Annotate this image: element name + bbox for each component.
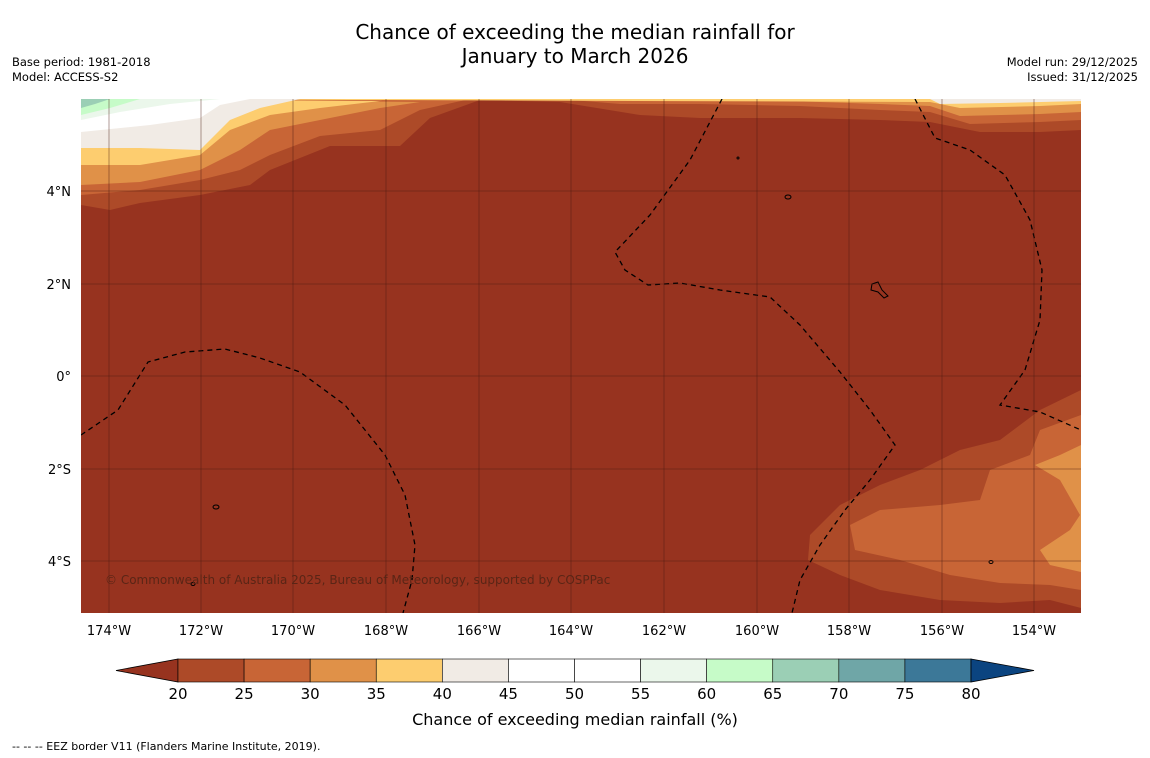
colorbar-swatch: [574, 658, 641, 683]
colorbar-tick-label: 45: [499, 685, 518, 700]
model-run: Model run: 29/12/2025: [1006, 55, 1138, 69]
model-info: Base period: 1981-2018 Model: ACCESS-S2: [12, 55, 151, 85]
lat-label: 4°N: [47, 185, 72, 200]
lat-label: 0°: [56, 370, 71, 385]
lon-label: 174°W: [87, 624, 131, 639]
lon-label: 172°W: [179, 624, 223, 639]
colorbar-tick-label: 70: [829, 685, 848, 700]
colorbar-swatch: [243, 658, 311, 683]
lat-axis: 4°N 2°N 0° 2°S 4°S: [47, 185, 72, 570]
colorbar-ticks: 20 25 30 35 40 45 50 55 60 65 70 75 80: [168, 685, 980, 700]
band-70-north: [81, 99, 110, 108]
colorbar-tick-label: 60: [697, 685, 716, 700]
colorbar-swatch: [177, 658, 245, 683]
colorbar-extend-low: [115, 658, 179, 683]
lon-label: 170°W: [271, 624, 315, 639]
map-fill: © Commonwealth of Australia 2025, Bureau…: [81, 99, 1081, 613]
lon-label: 154°W: [1012, 624, 1056, 639]
lon-label: 156°W: [920, 624, 964, 639]
colorbar-tick-label: 35: [367, 685, 386, 700]
colorbar-tick-label: 25: [235, 685, 254, 700]
colorbar-swatch: [375, 658, 443, 683]
colorbar-swatch: [838, 658, 906, 683]
lon-axis: 174°W 172°W 170°W 168°W 166°W 164°W 162°…: [87, 624, 1056, 639]
eez-borders: [81, 99, 1081, 613]
lon-label: 168°W: [364, 624, 408, 639]
base-period: Base period: 1981-2018: [12, 55, 151, 69]
colorbar-swatch: [309, 658, 377, 683]
colorbar-tick-label: 65: [763, 685, 782, 700]
colorbar-swatch: [904, 658, 972, 683]
lat-label: 4°S: [48, 555, 71, 570]
lon-label: 166°W: [457, 624, 501, 639]
eez-legend-note: -- -- -- EEZ border V11 (Flanders Marine…: [12, 740, 321, 753]
band-35-southeast: [1035, 445, 1081, 572]
colorbar-tick-label: 40: [433, 685, 452, 700]
islands: [190, 156, 994, 586]
lat-label: 2°S: [48, 463, 71, 478]
lat-label: 2°N: [47, 278, 72, 293]
graticule: [81, 99, 1081, 613]
colorbar-tick-label: 20: [168, 685, 187, 700]
lon-label: 158°W: [827, 624, 871, 639]
colorbar-label: Chance of exceeding median rainfall (%): [412, 710, 738, 729]
rainfall-map: © Commonwealth of Australia 2025, Bureau…: [47, 99, 1081, 700]
band-30-north: [81, 99, 1081, 195]
colorbar-tick-label: 75: [895, 685, 914, 700]
run-info: Model run: 29/12/2025 Issued: 31/12/2025: [1007, 55, 1138, 85]
copyright-text: © Commonwealth of Australia 2025, Bureau…: [105, 573, 610, 587]
title-line-1: Chance of exceeding the median rainfall …: [355, 20, 795, 44]
colorbar-tick-label: 80: [961, 685, 980, 700]
colorbar-tick-label: 55: [631, 685, 650, 700]
colorbar-tick-label: 30: [301, 685, 320, 700]
band-30-southeast: [850, 415, 1081, 590]
lon-label: 162°W: [642, 624, 686, 639]
colorbar-swatch: [508, 658, 575, 683]
issued-date: Issued: 31/12/2025: [1027, 70, 1138, 84]
colorbar-tick-label: 50: [565, 685, 584, 700]
model-name: Model: ACCESS-S2: [12, 70, 119, 84]
title-line-2: January to March 2026: [461, 44, 689, 68]
colorbar-swatch: [640, 658, 707, 683]
lon-label: 160°W: [735, 624, 779, 639]
colorbar-swatch: [706, 658, 774, 683]
colorbar-swatch: [442, 658, 509, 683]
colorbar-swatch: [772, 658, 840, 683]
colorbar: [115, 658, 1035, 683]
colorbar-extend-high: [970, 658, 1035, 683]
lon-label: 164°W: [549, 624, 593, 639]
map-title: Chance of exceeding the median rainfall …: [0, 20, 1150, 68]
